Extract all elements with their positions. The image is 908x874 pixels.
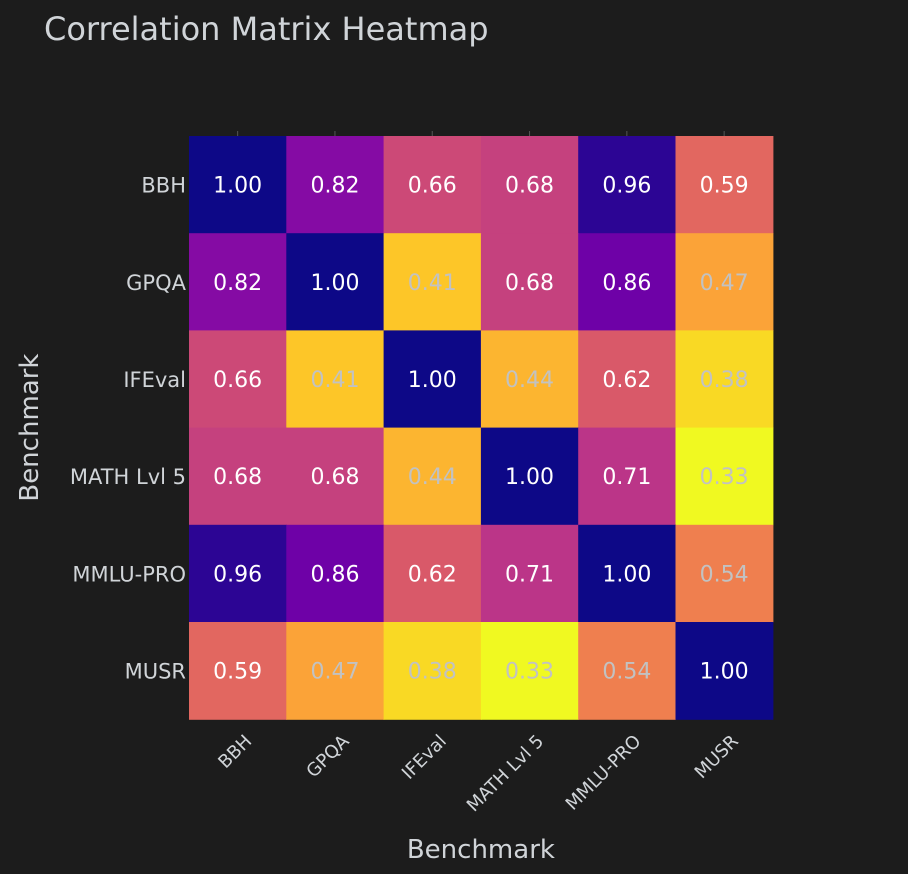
x-tick-label: MATH Lvl 5 (463, 731, 548, 816)
heatmap-cell (578, 330, 677, 429)
heatmap-cell (675, 622, 774, 720)
cell-value-label: 0.68 (310, 465, 359, 490)
cell-value-label: 0.62 (602, 368, 651, 393)
heatmap-cell (383, 330, 482, 429)
cell-value-label: 0.86 (602, 271, 651, 296)
chart-title: Correlation Matrix Heatmap (44, 10, 489, 48)
cell-value-label: 0.62 (408, 562, 457, 587)
heatmap-cell (189, 622, 287, 720)
heatmap-cell (189, 330, 287, 429)
cell-value-label: 0.54 (700, 562, 749, 587)
heatmap-cell (286, 427, 385, 526)
heatmap-cell (480, 233, 579, 331)
heatmap-cell (286, 524, 385, 623)
cell-value-label: 0.33 (505, 660, 554, 685)
heatmap-cell (578, 622, 677, 720)
x-tick-label: MMLU-PRO (562, 731, 646, 815)
cell-value-label: 0.68 (213, 465, 262, 490)
y-axis-title: Benchmark (15, 354, 45, 502)
y-tick-label: BBH (141, 174, 186, 198)
x-axis-title: Benchmark (407, 835, 555, 865)
heatmap-cell (480, 427, 579, 526)
cell-value-label: 0.44 (505, 368, 554, 393)
cell-value-label: 0.44 (408, 465, 457, 490)
x-tick-label: MUSR (691, 731, 743, 783)
heatmap-cell (675, 233, 774, 331)
x-tick-label: GPQA (302, 730, 354, 782)
heatmap-cell (189, 427, 287, 526)
heatmap-cell (675, 427, 774, 526)
heatmap-cell (286, 330, 385, 429)
heatmap-cell (286, 233, 385, 331)
cell-value-label: 0.86 (310, 562, 359, 587)
heatmap-cell (578, 524, 677, 623)
heatmap-cell (480, 136, 579, 234)
cell-value-label: 0.66 (213, 368, 262, 393)
cell-value-label: 1.00 (602, 562, 651, 587)
cell-value-label: 0.71 (505, 562, 554, 587)
heatmap-cell (480, 330, 579, 429)
cell-value-label: 0.82 (310, 174, 359, 199)
cell-value-label: 0.96 (213, 562, 262, 587)
cell-value-label: 1.00 (505, 465, 554, 490)
cell-value-label: 0.47 (700, 271, 749, 296)
cell-value-label: 0.38 (408, 660, 457, 685)
cell-value-label: 1.00 (700, 660, 749, 685)
cell-value-label: 0.71 (602, 465, 651, 490)
cell-value-label: 0.41 (310, 368, 359, 393)
heatmap-cell (286, 136, 385, 234)
y-tick-label: MUSR (125, 660, 186, 684)
cell-value-label: 0.47 (310, 660, 359, 685)
cell-value-label: 0.68 (505, 271, 554, 296)
heatmap-cell (383, 622, 482, 720)
cell-value-label: 0.33 (700, 465, 749, 490)
heatmap-cell (675, 524, 774, 623)
heatmap-cell (189, 524, 287, 623)
cell-value-label: 0.82 (213, 271, 262, 296)
heatmap-cell (480, 622, 579, 720)
heatmap-cell (675, 136, 774, 234)
heatmap-cell (383, 427, 482, 526)
cell-value-label: 0.68 (505, 174, 554, 199)
cell-value-label: 1.00 (213, 174, 262, 199)
y-tick-label: GPQA (126, 271, 186, 295)
heatmap-cell (675, 330, 774, 429)
cell-value-label: 1.00 (310, 271, 359, 296)
heatmap-cell (189, 136, 287, 234)
heatmap-cell (383, 233, 482, 331)
cell-value-label: 0.38 (700, 368, 749, 393)
heatmap-cell (578, 427, 677, 526)
heatmap-cell (578, 233, 677, 331)
x-tick-label: IFEval (398, 731, 451, 784)
cell-value-label: 0.54 (602, 660, 651, 685)
y-tick-label: MATH Lvl 5 (70, 465, 186, 489)
heatmap-cell (578, 136, 677, 234)
y-tick-label: IFEval (123, 368, 186, 392)
cell-value-label: 0.96 (602, 174, 651, 199)
x-tick-label: BBH (214, 731, 256, 773)
heatmap-cell (286, 622, 385, 720)
cell-value-label: 0.41 (408, 271, 457, 296)
heatmap-cell (189, 233, 287, 331)
cell-value-label: 1.00 (408, 368, 457, 393)
cell-value-label: 0.59 (700, 174, 749, 199)
heatmap-cell (383, 136, 482, 234)
heatmap-cell (480, 524, 579, 623)
y-tick-label: MMLU-PRO (72, 562, 186, 586)
cell-value-label: 0.59 (213, 660, 262, 685)
cell-value-label: 0.66 (408, 174, 457, 199)
heatmap-cell (383, 524, 482, 623)
